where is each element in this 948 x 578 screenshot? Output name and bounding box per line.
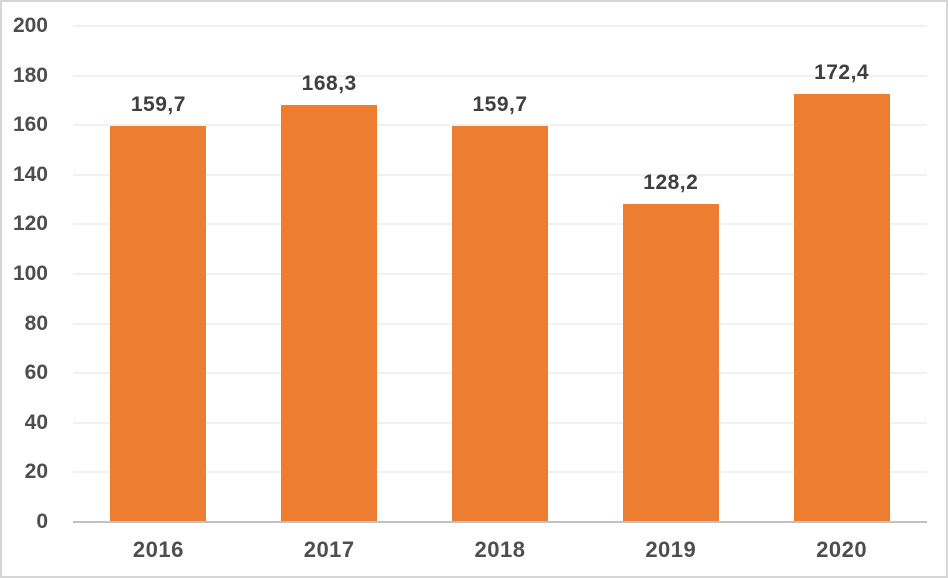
- x-axis-tick-label: 2017: [303, 537, 355, 562]
- bar-2018[interactable]: [452, 125, 548, 522]
- bar-value-label: 159,7: [130, 92, 186, 116]
- y-axis-tick-label: 0: [36, 510, 48, 533]
- bar-2020[interactable]: [793, 94, 890, 522]
- x-axis-tick-label: 2020: [816, 537, 868, 562]
- y-axis-tick-label: 160: [12, 113, 48, 137]
- y-axis-tick-label: 60: [24, 361, 48, 385]
- bar-value-label: 128,2: [643, 171, 699, 195]
- bar-value-label: 172,4: [814, 61, 870, 85]
- gridline: [73, 124, 927, 127]
- y-axis-tick-label: 100: [12, 262, 48, 285]
- y-axis-tick-label: 20: [24, 460, 48, 484]
- y-axis-tick-label: 200: [12, 14, 48, 37]
- x-axis-line: [73, 521, 927, 523]
- x-axis-tick-label: 2019: [645, 537, 697, 562]
- y-axis-tick-label: 80: [24, 311, 48, 335]
- y-axis-tick-label: 40: [24, 410, 48, 434]
- bar-2016[interactable]: [110, 125, 207, 522]
- gridline: [73, 74, 927, 77]
- x-axis-tick-label: 2018: [474, 537, 526, 562]
- gridline: [73, 25, 927, 27]
- bar-value-label: 159,7: [472, 92, 528, 116]
- bar-value-label: 168,3: [301, 71, 357, 95]
- bar-2017[interactable]: [281, 104, 378, 522]
- y-axis-tick-label: 120: [12, 212, 48, 236]
- bar-2019[interactable]: [622, 204, 719, 522]
- x-axis-tick-label: 2016: [132, 537, 184, 562]
- y-axis-tick-label: 180: [12, 63, 48, 87]
- y-axis-tick-label: 140: [12, 162, 48, 186]
